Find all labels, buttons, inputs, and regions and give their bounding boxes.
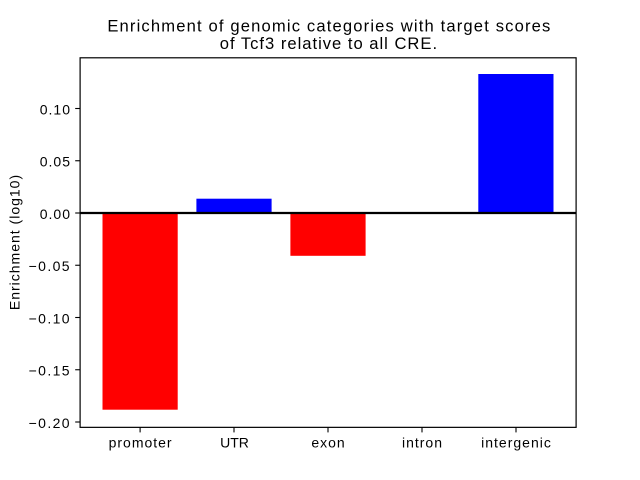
svg-text:Enrichment of genomic categori: Enrichment of genomic categories with ta… xyxy=(107,16,551,35)
svg-text:intergenic: intergenic xyxy=(481,435,552,451)
svg-text:−0.15: −0.15 xyxy=(29,363,71,379)
svg-text:−0.05: −0.05 xyxy=(29,258,71,274)
svg-text:UTR: UTR xyxy=(220,435,249,451)
svg-text:exon: exon xyxy=(311,435,345,451)
svg-text:Enrichment (log10): Enrichment (log10) xyxy=(6,174,22,310)
svg-text:−0.10: −0.10 xyxy=(29,310,71,326)
svg-text:0.10: 0.10 xyxy=(40,101,71,117)
svg-text:intron: intron xyxy=(402,435,443,451)
svg-text:0.00: 0.00 xyxy=(40,206,71,222)
svg-text:−0.20: −0.20 xyxy=(29,415,71,431)
svg-text:0.05: 0.05 xyxy=(40,154,71,170)
svg-text:promoter: promoter xyxy=(109,435,173,451)
svg-text:of Tcf3 relative to all CRE.: of Tcf3 relative to all CRE. xyxy=(220,34,438,53)
